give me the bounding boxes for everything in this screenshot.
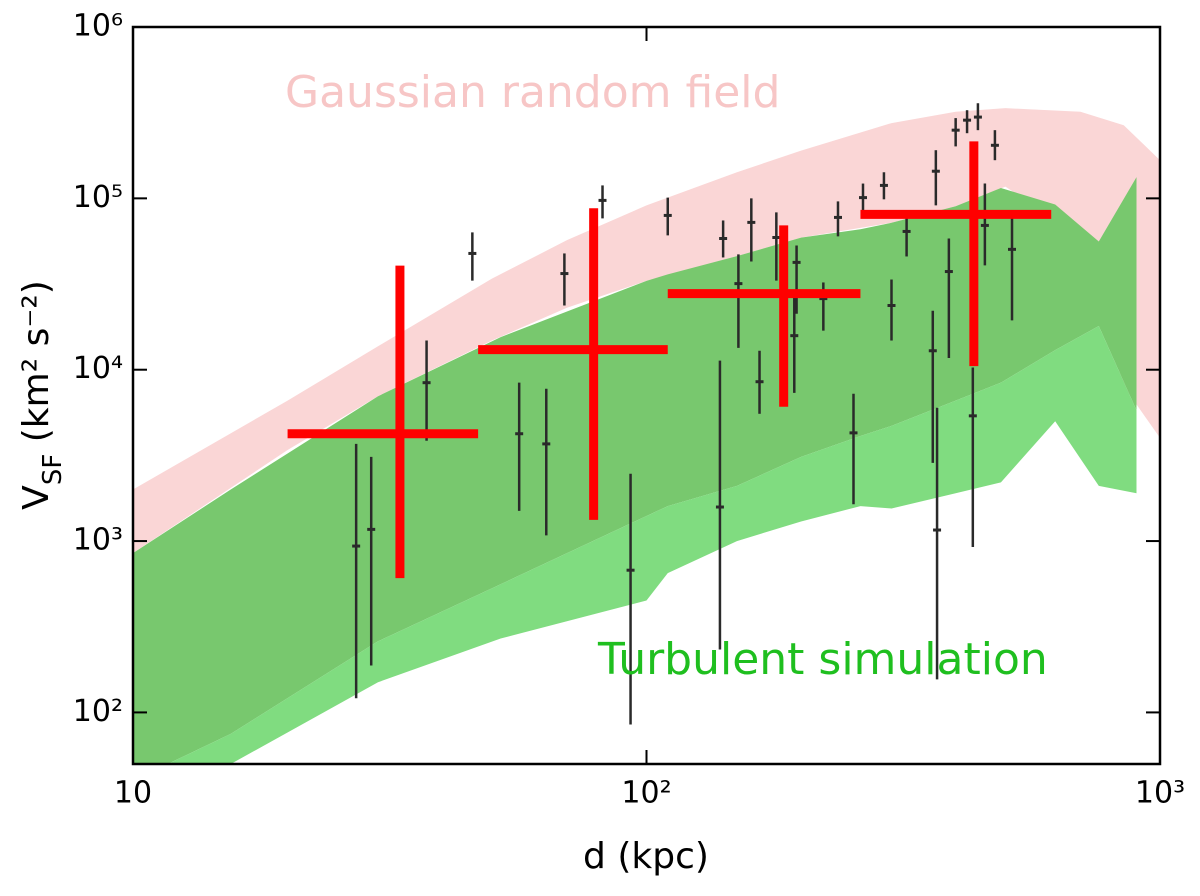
- x-tick-label: 10²: [621, 776, 671, 811]
- y-tick-label: 10³: [73, 523, 123, 558]
- bands: [133, 108, 1160, 764]
- x-axis-label: d (kpc): [583, 836, 709, 877]
- x-tick-label: 10³: [1135, 776, 1185, 811]
- y-label-rest: (km² s⁻²): [16, 280, 57, 454]
- y-tick-label: 10⁴: [73, 351, 123, 386]
- x-tick-label: 10: [114, 776, 152, 811]
- band: [133, 177, 1137, 764]
- y-axis-label: VSF (km² s⁻²): [16, 280, 68, 510]
- marks: [287, 103, 1052, 725]
- y-tick-label: 10⁶: [73, 9, 123, 44]
- y-label-sub: SF: [38, 454, 68, 485]
- band: [167, 325, 1137, 764]
- y-tick-label: 10⁵: [73, 180, 123, 215]
- axes: 10 10² 10³ 10² 10³ 10⁴ 10⁵ 10⁶: [73, 9, 1185, 811]
- y-tick-label: 10²: [73, 694, 123, 729]
- band: [133, 108, 1160, 554]
- y-label-main: V: [16, 485, 57, 510]
- annotation: Turbulent simulation: [597, 634, 1048, 685]
- annotation: Gaussian random field: [285, 67, 780, 118]
